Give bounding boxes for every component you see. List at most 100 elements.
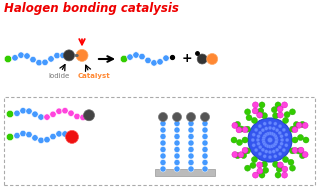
Circle shape bbox=[272, 133, 276, 136]
Circle shape bbox=[18, 52, 24, 58]
Circle shape bbox=[293, 122, 300, 128]
Circle shape bbox=[74, 113, 80, 120]
Circle shape bbox=[282, 166, 288, 172]
Circle shape bbox=[271, 107, 277, 113]
Circle shape bbox=[188, 121, 194, 126]
Circle shape bbox=[252, 133, 256, 136]
Circle shape bbox=[245, 165, 250, 171]
Circle shape bbox=[290, 148, 295, 154]
Circle shape bbox=[56, 131, 62, 137]
Circle shape bbox=[263, 122, 266, 125]
Circle shape bbox=[266, 132, 270, 136]
Circle shape bbox=[76, 49, 88, 61]
Circle shape bbox=[256, 138, 260, 142]
FancyBboxPatch shape bbox=[4, 97, 315, 185]
Circle shape bbox=[139, 53, 145, 60]
Circle shape bbox=[127, 54, 133, 60]
Circle shape bbox=[174, 140, 180, 146]
Circle shape bbox=[273, 122, 277, 125]
Circle shape bbox=[264, 150, 268, 153]
Circle shape bbox=[285, 133, 288, 136]
Circle shape bbox=[277, 112, 283, 118]
Circle shape bbox=[38, 114, 44, 120]
Circle shape bbox=[32, 111, 38, 117]
Circle shape bbox=[282, 148, 286, 152]
Circle shape bbox=[262, 140, 265, 144]
Circle shape bbox=[282, 128, 286, 132]
Circle shape bbox=[251, 156, 257, 163]
Bar bbox=[155, 169, 215, 176]
Circle shape bbox=[268, 150, 272, 154]
Circle shape bbox=[289, 109, 295, 115]
Circle shape bbox=[188, 140, 194, 146]
Circle shape bbox=[272, 127, 276, 130]
Circle shape bbox=[258, 131, 262, 135]
Circle shape bbox=[259, 172, 265, 178]
Circle shape bbox=[188, 133, 194, 139]
Circle shape bbox=[268, 145, 272, 148]
Circle shape bbox=[278, 131, 282, 135]
Circle shape bbox=[283, 156, 289, 163]
Circle shape bbox=[163, 55, 169, 61]
Circle shape bbox=[261, 148, 265, 152]
Circle shape bbox=[4, 55, 12, 63]
Circle shape bbox=[286, 138, 289, 142]
Circle shape bbox=[290, 126, 295, 132]
Circle shape bbox=[258, 108, 264, 114]
Circle shape bbox=[202, 146, 208, 153]
Circle shape bbox=[232, 122, 238, 129]
Circle shape bbox=[283, 117, 289, 123]
Circle shape bbox=[174, 153, 180, 159]
Circle shape bbox=[160, 133, 166, 139]
Circle shape bbox=[296, 122, 302, 128]
Circle shape bbox=[257, 134, 260, 138]
Circle shape bbox=[80, 114, 86, 121]
Circle shape bbox=[188, 160, 194, 166]
Circle shape bbox=[292, 137, 298, 143]
Circle shape bbox=[278, 124, 282, 128]
Circle shape bbox=[197, 54, 207, 64]
Circle shape bbox=[250, 162, 256, 168]
Circle shape bbox=[272, 161, 278, 167]
Circle shape bbox=[258, 152, 262, 156]
Circle shape bbox=[296, 148, 301, 154]
Circle shape bbox=[188, 127, 194, 133]
Circle shape bbox=[257, 142, 260, 146]
Circle shape bbox=[234, 153, 241, 159]
Circle shape bbox=[264, 133, 268, 136]
Circle shape bbox=[174, 127, 180, 133]
Circle shape bbox=[20, 130, 26, 137]
Circle shape bbox=[259, 102, 265, 108]
Circle shape bbox=[120, 55, 128, 63]
Circle shape bbox=[14, 110, 20, 116]
Circle shape bbox=[202, 133, 208, 139]
Circle shape bbox=[12, 55, 18, 61]
Circle shape bbox=[242, 127, 248, 133]
Circle shape bbox=[160, 146, 166, 153]
Circle shape bbox=[302, 152, 308, 158]
Circle shape bbox=[292, 147, 298, 153]
Circle shape bbox=[188, 166, 194, 172]
Circle shape bbox=[257, 168, 263, 174]
Circle shape bbox=[242, 137, 248, 143]
Circle shape bbox=[242, 147, 248, 153]
Circle shape bbox=[42, 59, 48, 66]
Circle shape bbox=[65, 130, 78, 143]
Circle shape bbox=[160, 121, 166, 126]
Circle shape bbox=[174, 133, 180, 139]
Circle shape bbox=[173, 112, 182, 122]
Circle shape bbox=[246, 115, 252, 121]
Circle shape bbox=[254, 128, 258, 132]
Circle shape bbox=[174, 160, 180, 166]
Circle shape bbox=[36, 60, 42, 66]
Circle shape bbox=[275, 172, 281, 178]
Circle shape bbox=[289, 165, 295, 171]
Circle shape bbox=[160, 160, 166, 166]
Circle shape bbox=[245, 109, 250, 115]
Circle shape bbox=[133, 52, 139, 58]
Circle shape bbox=[268, 132, 272, 135]
Circle shape bbox=[202, 121, 208, 126]
Circle shape bbox=[261, 128, 265, 132]
Circle shape bbox=[26, 131, 32, 138]
Circle shape bbox=[270, 144, 274, 148]
